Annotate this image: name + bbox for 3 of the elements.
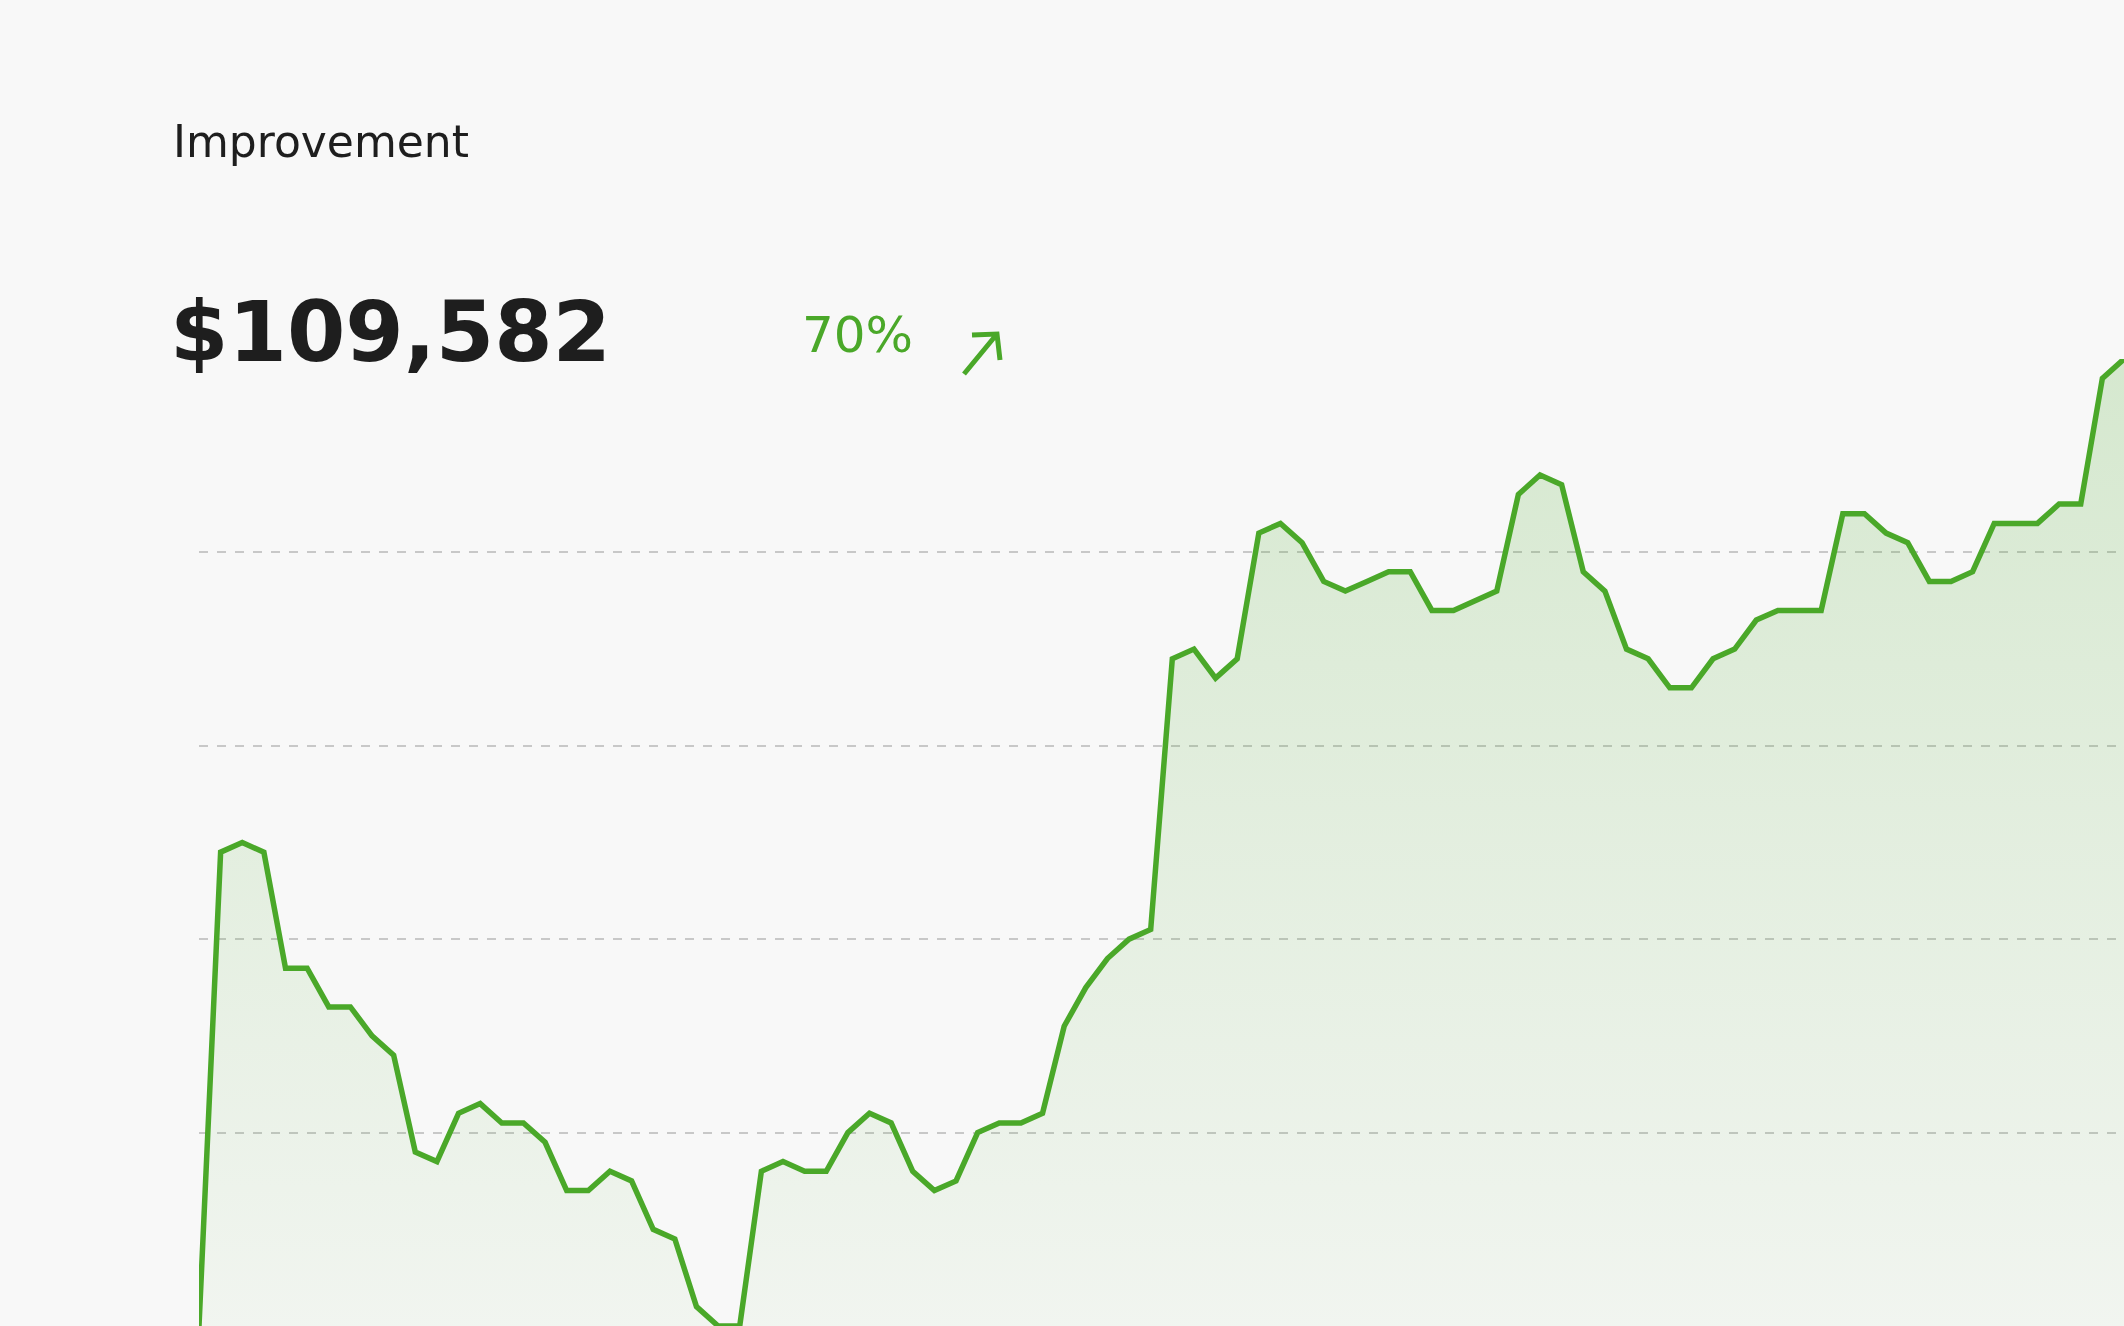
chart-title: Improvement [173, 116, 469, 167]
chart-subtitle: $109,582 [170, 283, 612, 381]
annotation: 70% [802, 306, 914, 364]
